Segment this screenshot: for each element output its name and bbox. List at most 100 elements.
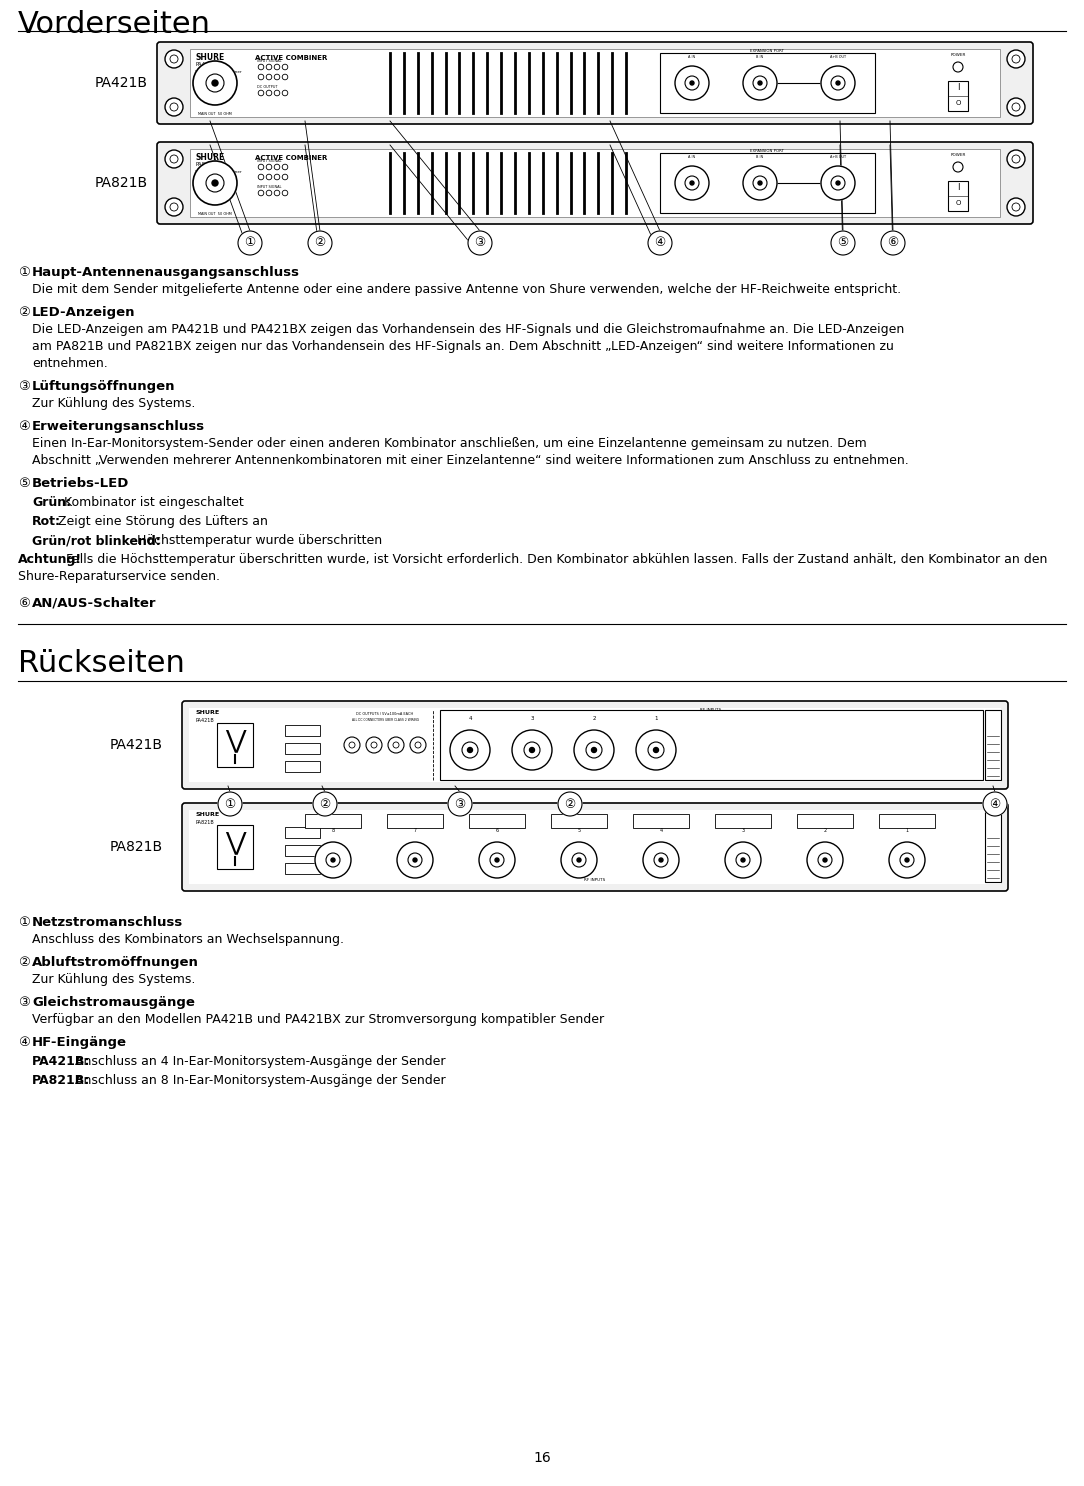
Text: ③: ③ xyxy=(18,380,30,392)
Text: ①: ① xyxy=(18,915,30,929)
FancyBboxPatch shape xyxy=(157,143,1033,224)
Text: LED-Anzeigen: LED-Anzeigen xyxy=(33,306,136,319)
Bar xyxy=(285,846,320,856)
Text: 16: 16 xyxy=(533,1450,551,1465)
Text: RF INPUTS: RF INPUTS xyxy=(700,707,722,712)
Circle shape xyxy=(648,230,672,256)
Circle shape xyxy=(823,857,827,862)
Text: Anschluss an 4 In-Ear-Monitorsystem-Ausgänge der Sender: Anschluss an 4 In-Ear-Monitorsystem-Ausg… xyxy=(72,1055,446,1068)
Text: Lüftungsöffnungen: Lüftungsöffnungen xyxy=(33,380,176,392)
Text: INPUT SIGNAL: INPUT SIGNAL xyxy=(257,184,282,189)
Circle shape xyxy=(675,65,709,100)
Text: A IN: A IN xyxy=(688,155,696,159)
Bar xyxy=(190,149,1001,217)
Text: ②: ② xyxy=(18,955,30,969)
Text: 470-865 MHz: 470-865 MHz xyxy=(195,76,222,80)
Circle shape xyxy=(836,181,840,184)
Circle shape xyxy=(758,181,762,184)
Circle shape xyxy=(691,82,694,85)
Text: Haupt-Antennenausgangsanschluss: Haupt-Antennenausgangsanschluss xyxy=(33,266,300,279)
Circle shape xyxy=(388,737,404,753)
Text: ③: ③ xyxy=(475,236,486,250)
Circle shape xyxy=(592,747,596,752)
Text: Zur Kühlung des Systems.: Zur Kühlung des Systems. xyxy=(33,973,195,987)
FancyBboxPatch shape xyxy=(182,701,1008,789)
Bar xyxy=(633,814,689,828)
Text: ⑤: ⑤ xyxy=(18,477,30,490)
Text: Grün:: Grün: xyxy=(33,496,72,510)
Text: ②: ② xyxy=(320,798,331,810)
Text: ACTIVE COMBINER: ACTIVE COMBINER xyxy=(255,55,327,61)
Circle shape xyxy=(331,857,335,862)
Bar xyxy=(879,814,935,828)
Text: Betriebs-LED: Betriebs-LED xyxy=(33,477,129,490)
Text: ③: ③ xyxy=(18,996,30,1009)
Text: 3: 3 xyxy=(741,828,745,834)
Bar xyxy=(285,828,320,838)
Circle shape xyxy=(575,730,614,770)
Circle shape xyxy=(165,51,183,68)
Bar xyxy=(440,710,983,780)
Text: PA421B: PA421B xyxy=(195,62,216,67)
Circle shape xyxy=(165,98,183,116)
Text: P.M Antenna Combiner: P.M Antenna Combiner xyxy=(195,70,242,74)
Text: AN/AUS-Schalter: AN/AUS-Schalter xyxy=(33,597,156,609)
Text: Höchsttemperatur wurde überschritten: Höchsttemperatur wurde überschritten xyxy=(133,533,382,547)
Text: ⋁: ⋁ xyxy=(224,831,245,854)
Text: SHURE: SHURE xyxy=(195,811,219,817)
Text: Rot:: Rot: xyxy=(33,516,61,528)
Text: EXPANSION PORT: EXPANSION PORT xyxy=(750,49,784,53)
Text: Grün/rot blinkend:: Grün/rot blinkend: xyxy=(33,533,160,547)
Text: I: I xyxy=(957,83,959,92)
Text: ②: ② xyxy=(565,798,576,810)
Text: Die mit dem Sender mitgelieferte Antenne oder eine andere passive Antenne von Sh: Die mit dem Sender mitgelieferte Antenne… xyxy=(33,282,901,296)
Circle shape xyxy=(344,737,360,753)
Circle shape xyxy=(529,747,534,752)
Text: Verfügbar an den Modellen PA421B und PA421BX zur Stromversorgung kompatibler Sen: Verfügbar an den Modellen PA421B und PA4… xyxy=(33,1013,604,1025)
Text: PA821B: PA821B xyxy=(195,820,214,825)
Text: ④: ④ xyxy=(18,421,30,432)
Text: PA421B: PA421B xyxy=(95,76,149,91)
Circle shape xyxy=(889,843,925,878)
Text: entnehmen.: entnehmen. xyxy=(33,357,107,370)
Circle shape xyxy=(743,65,777,100)
Text: DC OUTPUT: DC OUTPUT xyxy=(257,85,278,89)
Bar xyxy=(285,725,320,736)
Text: ⑤: ⑤ xyxy=(837,236,849,250)
Circle shape xyxy=(905,857,909,862)
Text: PA821B: PA821B xyxy=(95,175,149,190)
Text: Anschluss an 8 In-Ear-Monitorsystem-Ausgänge der Sender: Anschluss an 8 In-Ear-Monitorsystem-Ausg… xyxy=(72,1074,446,1086)
Circle shape xyxy=(366,737,382,753)
Text: ②: ② xyxy=(314,236,325,250)
Text: Achtung!: Achtung! xyxy=(18,553,82,566)
Text: Abluftstromöffnungen: Abluftstromöffnungen xyxy=(33,955,198,969)
Circle shape xyxy=(1007,51,1025,68)
Bar xyxy=(948,181,968,211)
Circle shape xyxy=(643,843,679,878)
Text: ⑥: ⑥ xyxy=(18,597,30,609)
Bar xyxy=(797,814,853,828)
Text: ALL DC CONNECTORS UBER CLASS 2 WIRING: ALL DC CONNECTORS UBER CLASS 2 WIRING xyxy=(351,718,418,722)
Text: 5: 5 xyxy=(578,828,581,834)
Text: SHURE: SHURE xyxy=(195,53,224,62)
Text: am PA821B und PA821BX zeigen nur das Vorhandensein des HF-Signals an. Dem Abschn: am PA821B und PA821BX zeigen nur das Vor… xyxy=(33,340,894,354)
Bar xyxy=(217,724,253,767)
Circle shape xyxy=(448,792,472,816)
Circle shape xyxy=(512,730,552,770)
Text: 3: 3 xyxy=(530,716,533,721)
Bar xyxy=(189,707,1001,782)
FancyBboxPatch shape xyxy=(182,802,1008,892)
Circle shape xyxy=(467,747,473,752)
Circle shape xyxy=(479,843,515,878)
Bar xyxy=(285,743,320,753)
Circle shape xyxy=(691,181,694,184)
Text: Erweiterungsanschluss: Erweiterungsanschluss xyxy=(33,421,205,432)
Text: Shure-Reparaturservice senden.: Shure-Reparaturservice senden. xyxy=(18,571,220,583)
Circle shape xyxy=(165,198,183,215)
Bar xyxy=(660,153,875,212)
Bar xyxy=(469,814,525,828)
Circle shape xyxy=(165,150,183,168)
Circle shape xyxy=(238,230,262,256)
Text: RF INPUTS: RF INPUTS xyxy=(584,878,606,883)
Text: PA821B: PA821B xyxy=(109,840,163,854)
